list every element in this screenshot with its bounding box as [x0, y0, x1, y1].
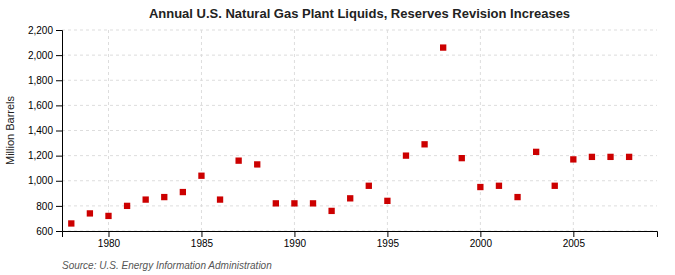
point	[421, 141, 427, 147]
y-tick: 1,800	[28, 75, 62, 86]
y-tick: 600	[36, 226, 62, 237]
x-axis-line	[63, 232, 658, 238]
annotation: Source: U.S. Energy Information Administ…	[62, 260, 272, 271]
x-tick-mark	[108, 231, 109, 237]
point	[459, 155, 465, 161]
y-tick: 2,200	[28, 25, 62, 36]
point	[328, 208, 334, 214]
y-grid-line	[62, 30, 657, 31]
x-tick: 1995	[377, 231, 400, 249]
point	[552, 183, 558, 189]
y-grid-line	[62, 55, 657, 56]
y-tick-label: 1,200	[28, 150, 53, 161]
x-tick: 2000	[470, 231, 493, 249]
point	[366, 183, 372, 189]
point	[310, 200, 316, 206]
y-axis: 600 800 1,000 1,200 1,400 1,600 1,800 2,000 2,20…	[28, 25, 63, 237]
point	[180, 189, 186, 195]
y-grid-line	[62, 155, 657, 156]
point	[291, 200, 297, 206]
point	[161, 194, 167, 200]
chart: 1980 1985 1990 1995 2000 2005 600 800 1,000 1,200…	[0, 0, 675, 275]
point	[533, 149, 539, 155]
point	[217, 196, 223, 202]
x-grid-line	[573, 30, 574, 231]
y-grid-line	[62, 130, 657, 131]
y-tick-label: 1,000	[28, 175, 53, 186]
points	[68, 44, 632, 226]
x-tick-mark	[573, 231, 574, 237]
x-tick: 1990	[284, 231, 307, 249]
point	[607, 154, 613, 160]
point	[626, 154, 632, 160]
x-tick-mark	[294, 231, 295, 237]
x-grid-line	[201, 30, 202, 231]
x-tick-mark	[387, 231, 388, 237]
x-tick: 1985	[191, 231, 214, 249]
point	[105, 213, 111, 219]
y-tick-mark	[56, 105, 62, 106]
y-grid-line	[62, 180, 657, 181]
point	[570, 156, 576, 162]
x-tick: 2005	[563, 231, 586, 249]
point	[477, 184, 483, 190]
point	[124, 203, 130, 209]
y-tick-label: 800	[36, 201, 53, 212]
y-tick-mark	[56, 80, 62, 81]
y-tick-mark	[56, 206, 62, 207]
y-tick: 1,400	[28, 125, 62, 136]
title: Annual U.S. Natural Gas Plant Liquids, R…	[149, 6, 570, 21]
y-tick-mark	[56, 156, 62, 157]
x-tick-label: 1980	[98, 238, 121, 249]
y-tick: 1,000	[28, 175, 62, 186]
point	[514, 194, 520, 200]
x-grid-line	[108, 30, 109, 231]
point	[496, 183, 502, 189]
grid	[62, 30, 657, 231]
y-tick: 2,000	[28, 50, 62, 61]
point	[347, 195, 353, 201]
point	[68, 220, 74, 226]
x-tick-mark	[201, 231, 202, 237]
x-grid-line	[480, 30, 481, 231]
point	[273, 200, 279, 206]
y-tick-label: 1,800	[28, 75, 53, 86]
x-tick-label: 1990	[284, 238, 307, 249]
y-tick-mark	[56, 131, 62, 132]
y-axis-line	[56, 31, 63, 232]
point	[87, 210, 93, 216]
point	[143, 196, 149, 202]
point	[235, 157, 241, 163]
point	[440, 44, 446, 50]
point	[589, 154, 595, 160]
point	[254, 161, 260, 167]
y-tick: 800	[36, 201, 62, 212]
y-tick-mark	[56, 55, 62, 56]
plot-area: 1980 1985 1990 1995 2000 2005 600 800 1,000 1,200…	[28, 25, 658, 249]
y-tick: 1,200	[28, 150, 62, 161]
y-axis-title: Million Barrels	[4, 95, 16, 165]
point	[403, 152, 409, 158]
point	[384, 198, 390, 204]
y-tick-mark	[56, 231, 62, 232]
y-tick-mark	[56, 30, 62, 31]
y-grid-line	[62, 205, 657, 206]
y-tick-label: 2,200	[28, 25, 53, 36]
y-tick: 1,600	[28, 100, 62, 111]
point	[198, 173, 204, 179]
x-tick-label: 1995	[377, 238, 400, 249]
x-tick-label: 1985	[191, 238, 214, 249]
x-tick: 1980	[98, 231, 121, 249]
x-tick-mark	[480, 231, 481, 237]
x-axis: 1980 1985 1990 1995 2000 2005	[63, 231, 658, 249]
y-grid-line	[62, 80, 657, 81]
x-tick-label: 2000	[470, 238, 493, 249]
y-tick-mark	[56, 181, 62, 182]
y-grid-line	[62, 105, 657, 106]
y-tick-label: 1,400	[28, 125, 53, 136]
x-tick-label: 2005	[563, 238, 586, 249]
y-tick-label: 600	[36, 226, 53, 237]
y-tick-label: 1,600	[28, 100, 53, 111]
y-tick-label: 2,000	[28, 50, 53, 61]
